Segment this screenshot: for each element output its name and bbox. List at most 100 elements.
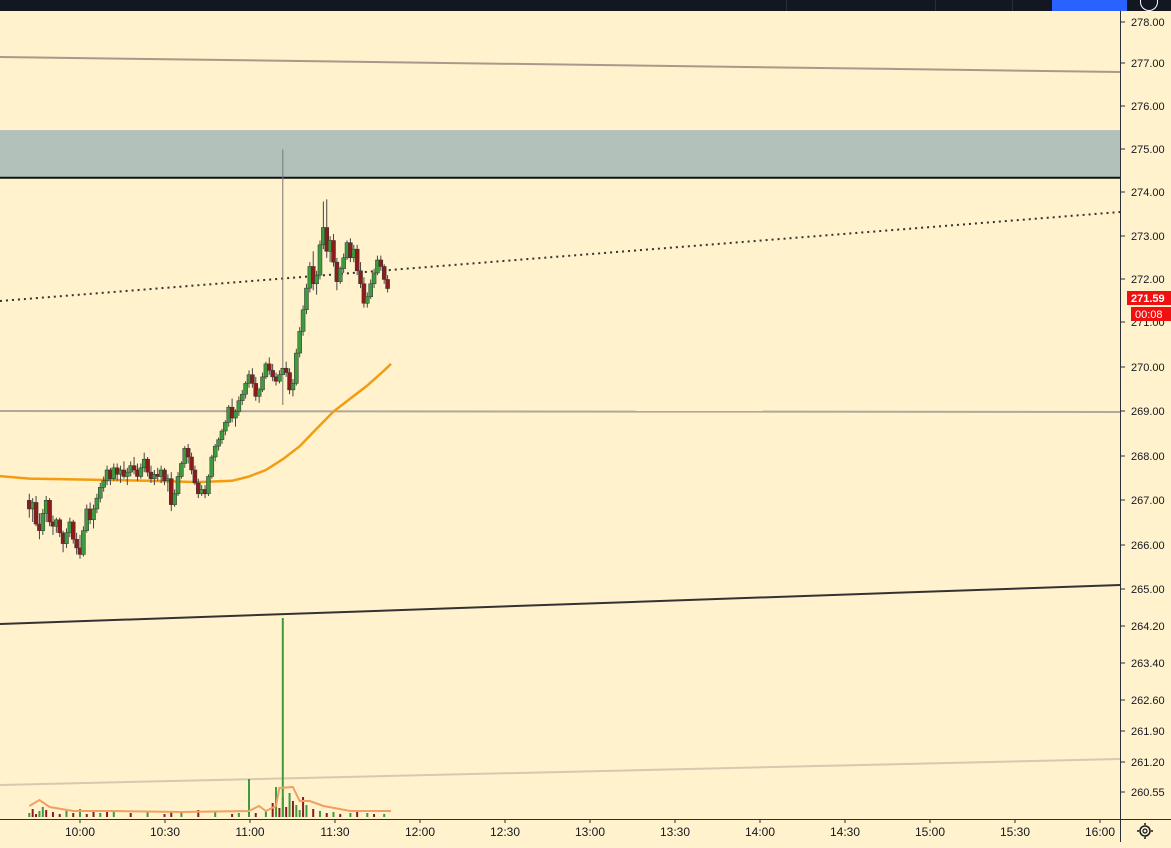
candle-body — [179, 463, 184, 477]
volume-bar — [305, 805, 308, 817]
price-tick-label: 277.00 — [1131, 58, 1165, 70]
candle — [287, 368, 292, 395]
price-tick-label: 276.00 — [1131, 101, 1165, 113]
price-tick-label: 267.00 — [1131, 495, 1165, 507]
candle — [270, 363, 275, 382]
candle-body — [216, 439, 221, 447]
candle — [138, 463, 144, 479]
candle — [40, 508, 46, 535]
candle-body — [131, 465, 137, 471]
candle-body — [70, 521, 76, 540]
candle-body — [243, 383, 248, 395]
candle — [47, 498, 52, 527]
candle-body — [331, 240, 336, 263]
candle-body — [162, 469, 167, 482]
candle-body — [175, 476, 181, 495]
candle — [314, 270, 319, 295]
toolbar-button[interactable] — [1012, 0, 1053, 11]
candle — [57, 517, 62, 538]
volume-bar — [197, 810, 200, 817]
candle — [98, 482, 103, 503]
candle — [243, 381, 248, 399]
candle-body — [40, 513, 46, 531]
candle — [131, 456, 137, 475]
volume-bar — [237, 813, 240, 817]
chart-svg[interactable] — [0, 11, 1121, 819]
volume-bar — [291, 801, 294, 817]
candle-body — [354, 248, 360, 272]
candle-body — [81, 530, 86, 555]
candle — [125, 467, 130, 486]
upper-trend-line — [0, 56, 1121, 73]
lower-trend-line — [0, 584, 1121, 625]
volume-bar — [271, 803, 274, 817]
candle — [358, 262, 363, 289]
candle-body — [294, 352, 299, 384]
candle — [277, 370, 282, 384]
chart-settings[interactable] — [1120, 819, 1171, 842]
candle-body — [358, 270, 363, 285]
toolbar-button[interactable] — [935, 0, 976, 11]
countdown-label: 00:08 — [1135, 309, 1163, 321]
candle-body — [287, 372, 292, 391]
last-price-badge — [1127, 291, 1171, 305]
candle-body — [192, 469, 198, 484]
candle — [70, 519, 76, 544]
publish-button[interactable] — [1052, 0, 1127, 11]
volume-bar — [298, 810, 301, 817]
candle-body — [365, 296, 370, 304]
candle — [64, 528, 69, 548]
gear-icon[interactable] — [1121, 820, 1171, 843]
candle — [365, 292, 370, 308]
candle — [196, 478, 201, 499]
price-axis-svg: 278.00 277.00 276.00 275.00 274.00 273.00 272.… — [1121, 17, 1171, 799]
price-tick-label: 265.00 — [1131, 584, 1165, 596]
candle-body — [256, 389, 262, 397]
candle-body — [223, 422, 228, 432]
time-tick-label: 15:30 — [1000, 825, 1030, 839]
candle — [185, 444, 191, 464]
account-icon[interactable] — [1140, 0, 1158, 11]
candle — [260, 372, 265, 393]
candle — [81, 526, 86, 557]
candle — [256, 387, 262, 403]
candle-body — [206, 476, 211, 495]
horizontal-level-line — [0, 410, 1121, 413]
volume-bar — [302, 797, 305, 817]
price-tick-label: 272.00 — [1131, 274, 1165, 286]
price-tick-label: 275.00 — [1131, 144, 1165, 156]
candle-body — [91, 508, 96, 521]
chart-plot-area[interactable] — [0, 11, 1121, 819]
candle — [172, 489, 177, 507]
candle — [162, 467, 167, 486]
volume-bar — [58, 814, 61, 817]
candle — [145, 456, 150, 477]
candle — [236, 396, 242, 416]
candle — [219, 428, 225, 444]
volume-bar — [170, 812, 173, 817]
candle — [216, 437, 221, 451]
volume-bar — [38, 811, 41, 817]
candle-body — [324, 227, 329, 252]
candle-body — [267, 363, 272, 371]
volume-bar — [332, 812, 335, 817]
time-axis[interactable]: 10:00 10:30 11:00 11:30 12:00 12:30 13:00 13:30… — [0, 819, 1120, 842]
candle-body — [196, 482, 201, 495]
candle-body — [239, 393, 245, 401]
toolbar-button[interactable] — [786, 0, 827, 11]
volume-bar — [349, 813, 352, 817]
candle — [371, 268, 377, 289]
candle — [206, 474, 211, 496]
volume-bar — [45, 810, 48, 817]
candle-body — [74, 539, 79, 549]
price-axis[interactable]: 278.00 277.00 276.00 275.00 274.00 273.00 272.… — [1120, 11, 1171, 819]
candle-body — [57, 519, 62, 534]
candle — [209, 454, 215, 479]
price-tick-label: 268.00 — [1131, 451, 1165, 463]
price-tick-label: 266.00 — [1131, 540, 1165, 552]
price-tick-label: 274.00 — [1131, 187, 1165, 199]
volume-bar — [285, 807, 288, 817]
volume-bar — [356, 811, 359, 817]
price-tick-label: 261.90 — [1131, 726, 1165, 738]
time-tick-label: 14:30 — [830, 825, 860, 839]
